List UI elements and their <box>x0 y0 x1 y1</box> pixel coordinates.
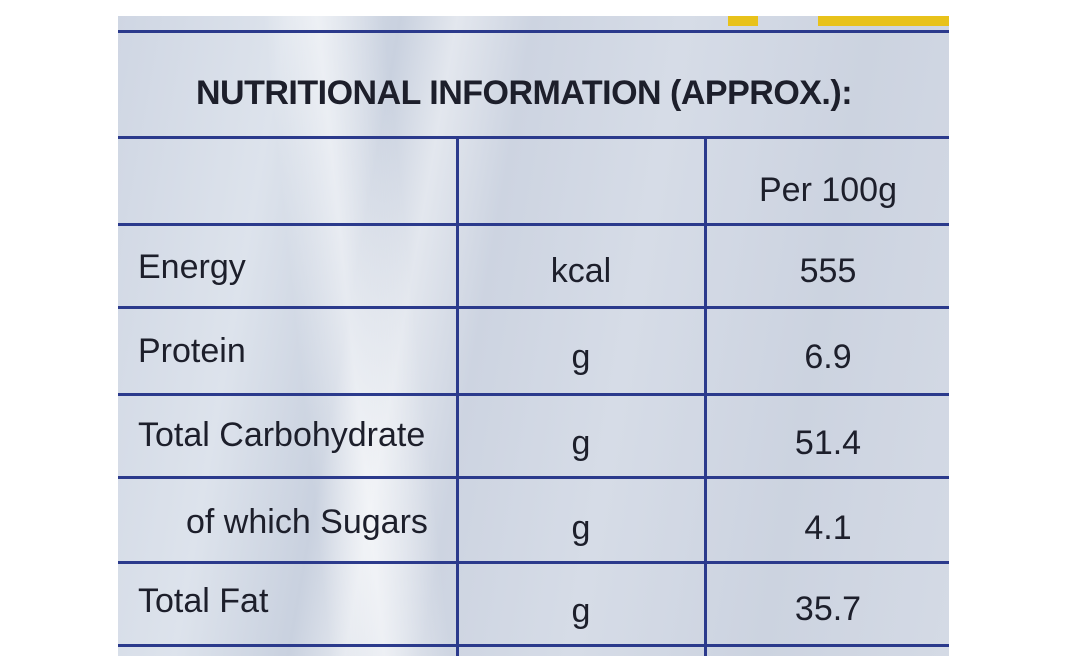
row-value-fat: 35.7 <box>794 590 862 628</box>
row-value-energy: 555 <box>799 252 857 290</box>
row-value-carbohydrate: 51.4 <box>794 424 862 462</box>
row-name-fat: Total Fat <box>138 582 269 620</box>
table-border <box>118 393 949 396</box>
table-divider <box>456 136 459 656</box>
table-border <box>118 136 949 139</box>
nutrition-label-photo: NUTRITIONAL INFORMATION (APPROX.): Per 1… <box>118 16 949 656</box>
table-border <box>118 644 949 647</box>
yellow-stripe <box>728 16 758 26</box>
yellow-stripe <box>818 16 949 26</box>
row-unit-energy: kcal <box>550 252 612 290</box>
row-value-sugars: 4.1 <box>804 509 852 547</box>
table-divider <box>704 136 707 656</box>
nutrition-title: NUTRITIONAL INFORMATION (APPROX.): <box>196 74 853 112</box>
row-unit-fat: g <box>571 592 591 630</box>
row-unit-protein: g <box>571 338 591 376</box>
row-name-energy: Energy <box>138 248 246 286</box>
row-unit-sugars: g <box>571 509 591 547</box>
row-value-protein: 6.9 <box>804 338 852 376</box>
row-name-carbohydrate: Total Carbohydrate <box>138 416 426 454</box>
table-border <box>118 476 949 479</box>
header-per-100g: Per 100g <box>759 171 897 209</box>
table-border <box>118 223 949 226</box>
table-border <box>118 30 949 33</box>
row-name-sugars: of which Sugars <box>186 503 428 541</box>
row-name-protein: Protein <box>138 332 246 370</box>
table-border <box>118 561 949 564</box>
row-unit-carbohydrate: g <box>571 424 591 462</box>
table-border <box>118 306 949 309</box>
